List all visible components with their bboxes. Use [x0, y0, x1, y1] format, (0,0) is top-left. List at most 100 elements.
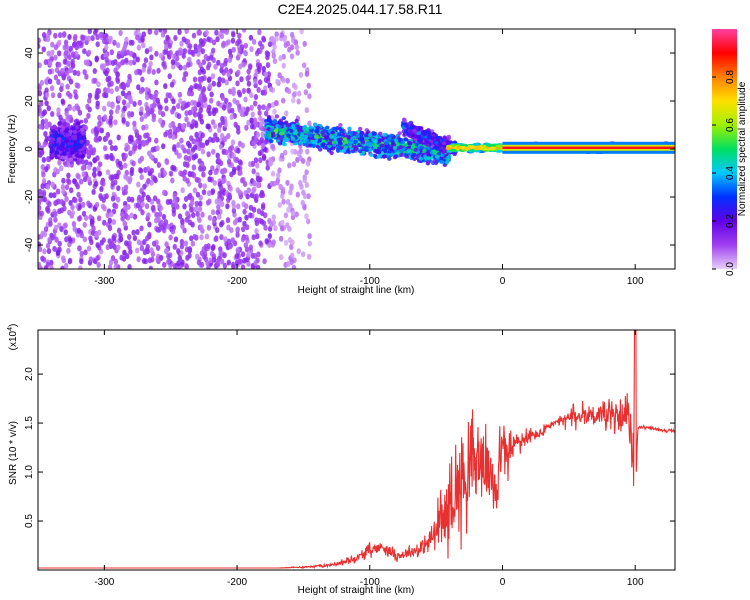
heatmap-cell — [255, 131, 261, 138]
heatmap-cell — [293, 84, 298, 91]
heatmap-cell — [258, 115, 263, 122]
heatmap-cell — [220, 119, 225, 126]
heatmap-cell — [160, 121, 165, 128]
heatmap-cell — [153, 93, 158, 100]
heatmap-cell — [207, 104, 212, 111]
heatmap-cell — [39, 100, 44, 107]
heatmap-cell — [186, 140, 191, 147]
heatmap-cell — [203, 53, 208, 60]
heatmap-cell — [296, 150, 302, 157]
heatmap-cell — [358, 126, 363, 131]
heatmap-cell — [202, 183, 207, 190]
heatmap-cell — [347, 126, 352, 131]
heatmap-cell — [105, 212, 110, 219]
heatmap-cell — [226, 158, 232, 165]
heatmap-cell — [87, 164, 92, 171]
heatmap-cell — [45, 183, 51, 190]
heatmap-cell — [43, 59, 48, 66]
heatmap-cell — [41, 177, 47, 184]
heatmap-cell — [57, 92, 62, 99]
heatmap-cell — [232, 219, 238, 226]
heatmap-cell — [192, 76, 198, 83]
heatmap-cell — [216, 59, 221, 66]
heatmap-cell — [250, 123, 255, 130]
heatmap-cell — [80, 131, 86, 136]
heatmap-cell — [206, 151, 211, 158]
heatmap-cell — [160, 224, 165, 231]
heatmap-cell — [154, 137, 159, 144]
heatmap-cell — [121, 82, 127, 89]
heatmap-cell — [107, 217, 113, 224]
heatmap-cell — [87, 97, 92, 104]
heatmap-cell — [134, 129, 139, 136]
heatmap-cell — [251, 206, 257, 213]
heatmap-cell — [97, 135, 103, 142]
heatmap-cell — [237, 47, 242, 54]
heatmap-cell — [332, 126, 337, 131]
heatmap-cell — [56, 249, 61, 256]
heatmap-cell — [263, 71, 268, 78]
heatmap-cell — [245, 75, 250, 82]
heatmap-cell — [105, 244, 111, 251]
heatmap-cell — [179, 243, 185, 250]
heatmap-cell — [144, 105, 150, 112]
heatmap-cell — [69, 187, 74, 194]
heatmap-cell — [184, 110, 189, 117]
heatmap-cell — [207, 190, 212, 197]
heatmap-cell — [180, 259, 185, 266]
heatmap-cell — [279, 32, 284, 39]
heatmap-cell — [150, 107, 155, 114]
heatmap-cell — [158, 29, 163, 33]
heatmap-cell — [76, 173, 81, 180]
heatmap-cell — [277, 202, 282, 208]
heatmap-cell — [183, 71, 189, 77]
heatmap-cell — [42, 141, 47, 148]
heatmap-cell — [53, 44, 59, 51]
heatmap-cell — [112, 39, 117, 46]
heatmap-cell — [88, 256, 94, 263]
heatmap-cell — [77, 245, 82, 252]
heatmap-region — [268, 29, 312, 269]
heatmap-cell — [275, 179, 280, 186]
heatmap-cell — [172, 146, 177, 152]
heatmap-cell — [84, 73, 89, 80]
heatmap-cell — [300, 158, 306, 164]
heatmap-cell — [96, 88, 102, 95]
heatmap-cell — [76, 191, 81, 198]
heatmap-cell — [180, 144, 185, 151]
heatmap-cell — [69, 160, 74, 165]
heatmap-cell — [207, 198, 212, 205]
heatmap-cell — [80, 158, 85, 165]
heatmap-cell — [307, 120, 312, 127]
heatmap-cell — [253, 157, 259, 164]
heatmap-cell — [274, 114, 280, 119]
heatmap-cell — [240, 236, 246, 243]
heatmap-cell — [223, 236, 228, 243]
heatmap-cell — [246, 68, 251, 75]
heatmap-cell — [60, 67, 65, 74]
heatmap-cell — [289, 185, 294, 192]
heatmap-cell — [277, 72, 282, 79]
heatmap-cell — [131, 229, 136, 236]
heatmap-cell — [152, 175, 157, 182]
heatmap-cell — [243, 42, 248, 49]
heatmap-cell — [279, 254, 284, 261]
heatmap-cell — [187, 109, 193, 116]
heatmap-cell — [269, 180, 274, 187]
heatmap-cell — [67, 54, 72, 61]
heatmap-cell — [251, 188, 256, 194]
heatmap-cell — [69, 150, 75, 155]
heatmap-cell — [111, 219, 117, 225]
heatmap-cell — [72, 139, 78, 144]
heatmap-cell — [87, 106, 92, 113]
heatmap-cell — [72, 69, 78, 76]
heatmap-cell — [89, 218, 95, 225]
heatmap-cell — [267, 242, 272, 248]
heatmap-cell — [105, 169, 111, 176]
heatmap-cell — [148, 46, 153, 53]
heatmap-cell — [38, 123, 43, 130]
heatmap-cell — [187, 43, 193, 50]
heatmap-cell — [181, 36, 186, 43]
heatmap-cell — [60, 141, 66, 146]
heatmap-cell — [40, 183, 45, 190]
